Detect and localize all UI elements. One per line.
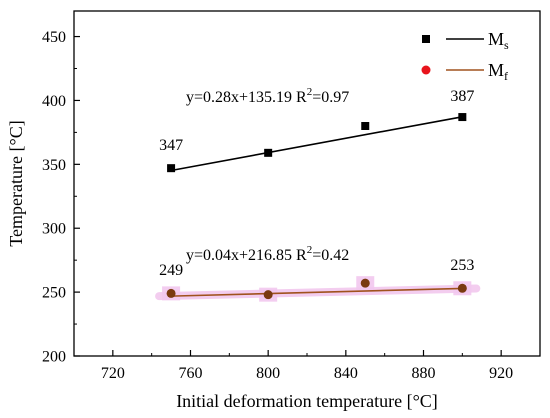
x-axis-title: Initial deformation temperature [°C]	[176, 391, 438, 411]
fit-lines	[170, 116, 463, 297]
x-tick-label: 760	[179, 365, 203, 382]
fit-equation-main: y=0.04x+216.85 R	[186, 247, 307, 264]
fit-line-s	[170, 116, 463, 172]
legend-label-main: M	[488, 29, 504, 49]
fit-equation-superscript: 2	[307, 86, 313, 98]
fit-equation-superscript: 2	[307, 244, 313, 256]
y-tick-label: 250	[42, 285, 66, 302]
fit-equation-main: y=0.28x+135.19 R	[186, 89, 307, 106]
data-point-s	[458, 113, 467, 122]
y-axis-title: Temperature [°C]	[6, 120, 26, 246]
y-tick-label: 350	[42, 157, 66, 174]
legend-label-subscript: f	[504, 69, 508, 83]
data-label-f: 249	[159, 262, 183, 279]
x-tick-label: 840	[334, 365, 358, 382]
legend-label-f: Mf	[488, 60, 508, 83]
fit-equation-s: y=0.28x+135.19 R2=0.97	[186, 86, 349, 106]
data-point-f	[457, 283, 467, 293]
plot-frame	[73, 10, 541, 357]
y-tick-label: 300	[42, 221, 66, 238]
x-tick-label: 800	[256, 365, 280, 382]
data-point-s	[264, 148, 273, 157]
legend-label-main: M	[488, 60, 504, 80]
x-tick-label: 720	[101, 365, 125, 382]
fit-labels: y=0.28x+135.19 R2=0.97y=0.04x+216.85 R2=…	[186, 86, 349, 264]
legend-marker-s	[422, 35, 430, 43]
y-tick-label: 450	[42, 29, 66, 46]
data-point-f	[263, 290, 273, 300]
x-tick-label: 880	[412, 365, 436, 382]
y-tick-label: 200	[42, 349, 66, 366]
y-tick-label: 400	[42, 93, 66, 110]
fit-equation-tail: =0.42	[312, 247, 349, 264]
legend-label-subscript: s	[504, 38, 509, 52]
data-label-s: 387	[450, 88, 474, 105]
fit-line-f	[171, 287, 463, 297]
x-tick-label: 920	[489, 365, 513, 382]
data-markers	[166, 113, 467, 300]
fit-equation-f: y=0.04x+216.85 R2=0.42	[186, 244, 349, 264]
legend-marker-f	[421, 65, 431, 75]
data-point-s	[167, 164, 176, 173]
y-axis-ticks: 200 250 300 350 400 450	[42, 29, 80, 366]
data-label-f: 253	[450, 257, 474, 274]
data-point-s	[361, 122, 370, 130]
data-label-s: 347	[159, 137, 183, 154]
legend-label-s: Ms	[488, 29, 509, 52]
x-axis-ticks: 720 760 800 840 880 920	[101, 350, 513, 382]
data-point-f	[166, 288, 176, 298]
fit-equation-tail: =0.97	[312, 89, 349, 106]
data-labels: 347 387 249 253	[159, 88, 474, 279]
data-point-f	[360, 278, 370, 288]
